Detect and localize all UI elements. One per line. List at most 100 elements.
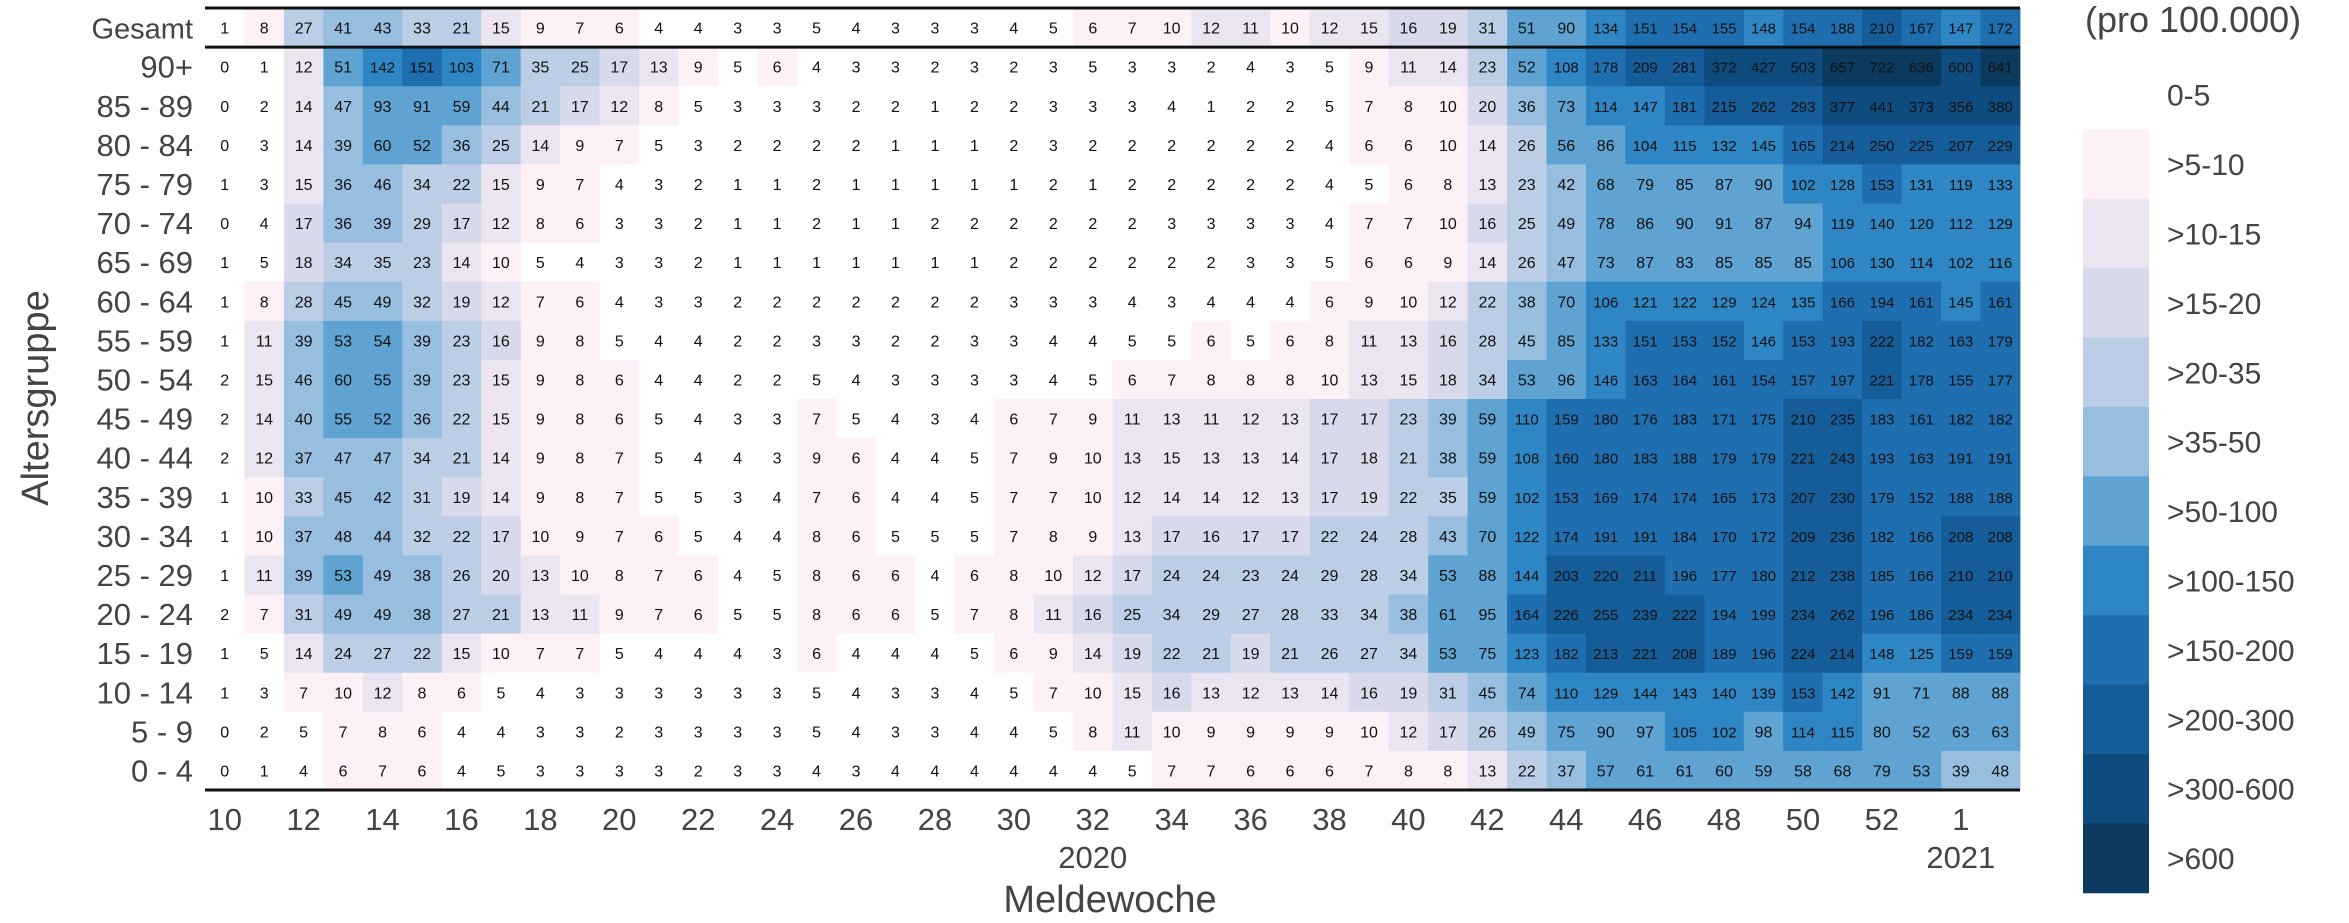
cell-value: 7 — [654, 568, 663, 585]
heatmap-cell — [1270, 672, 1311, 713]
heatmap-cell — [362, 281, 403, 322]
heatmap-cell — [244, 750, 285, 791]
cell-value: 9 — [536, 490, 545, 507]
heatmap-cell — [875, 359, 916, 400]
cell-value: 3 — [773, 685, 782, 702]
heatmap-cell — [1743, 359, 1784, 400]
heatmap-cell — [915, 281, 956, 322]
cell-value: 154 — [1790, 21, 1815, 38]
cell-value: 38 — [413, 607, 431, 624]
cell-value: 7 — [575, 21, 584, 38]
cell-value: 16 — [492, 333, 510, 350]
cell-value: 1 — [812, 255, 821, 272]
cell-value: 70 — [1557, 294, 1575, 311]
cell-value: 722 — [1869, 60, 1894, 77]
cell-value: 13 — [1163, 412, 1181, 429]
heatmap-cell — [1230, 359, 1271, 400]
heatmap-cell — [1980, 47, 2021, 87]
heatmap-cell — [1507, 8, 1547, 48]
cell-value: 12 — [492, 216, 510, 233]
cell-value: 10 — [1163, 21, 1181, 38]
cell-value: 8 — [575, 372, 584, 389]
heatmap-cell — [1467, 438, 1508, 478]
cell-value: 5 — [694, 99, 703, 116]
cell-value: 6 — [694, 607, 703, 624]
cell-value: 4 — [970, 685, 979, 702]
heatmap-cell — [1980, 516, 2021, 556]
cell-value: 3 — [773, 451, 782, 468]
cell-value: 163 — [1633, 372, 1658, 389]
heatmap-cell — [1467, 164, 1508, 204]
heatmap-cell — [1980, 242, 2021, 283]
heatmap-cell — [1112, 359, 1153, 400]
cell-value: 59 — [453, 99, 471, 116]
cell-value: 281 — [1672, 60, 1697, 77]
cell-value: 209 — [1633, 60, 1658, 77]
cell-value: 7 — [615, 529, 624, 546]
cell-value: 9 — [536, 177, 545, 194]
cell-value: 13 — [531, 568, 549, 585]
legend-label: >5-10 — [2167, 149, 2245, 182]
heatmap-cell — [836, 164, 877, 204]
cell-value: 196 — [1672, 568, 1697, 585]
row-label: 10 - 14 — [96, 675, 193, 710]
heatmap-cell — [520, 164, 561, 204]
legend-label: >20-35 — [2167, 357, 2261, 390]
cell-value: 4 — [694, 21, 703, 38]
cell-value: 102 — [1790, 177, 1815, 194]
cell-value: 4 — [733, 646, 742, 663]
heatmap-cell — [1112, 399, 1153, 439]
cell-value: 9 — [1246, 724, 1255, 741]
heatmap-cell — [441, 86, 482, 126]
legend-swatch — [2083, 545, 2149, 616]
heatmap-cell — [1783, 203, 1824, 243]
cell-value: 3 — [694, 724, 703, 741]
heatmap-cell — [1546, 86, 1587, 126]
heatmap-cell — [1073, 399, 1113, 439]
heatmap-cell — [599, 281, 640, 322]
heatmap-cell — [1033, 125, 1074, 165]
cell-value: 181 — [1672, 99, 1697, 116]
cell-value: 1 — [260, 763, 269, 780]
heatmap-cell — [1349, 203, 1390, 243]
cell-value: 49 — [374, 294, 392, 311]
cell-value: 49 — [374, 568, 392, 585]
cell-value: 6 — [1009, 412, 1018, 429]
heatmap-cell — [1664, 633, 1705, 674]
heatmap-cell — [1980, 672, 2021, 713]
cell-value: 2 — [970, 294, 979, 311]
x-tick-label: 24 — [760, 802, 794, 837]
cell-value: 1 — [970, 177, 979, 194]
cell-value: 5 — [930, 529, 939, 546]
cell-value: 174 — [1554, 529, 1579, 546]
cell-value: 3 — [1009, 372, 1018, 389]
cell-value: 8 — [1443, 763, 1452, 780]
heatmap-cell — [1507, 164, 1547, 204]
heatmap-cell — [1033, 359, 1074, 400]
heatmap-cell — [323, 438, 364, 478]
cell-value: 3 — [1167, 60, 1176, 77]
cell-value: 4 — [1009, 21, 1018, 38]
cell-value: 4 — [457, 763, 466, 780]
heatmap-cell — [757, 633, 798, 674]
cell-value: 229 — [1988, 138, 2013, 155]
heatmap-cell — [1507, 516, 1547, 556]
heatmap-cell — [1941, 125, 1981, 165]
heatmap-cell — [1664, 594, 1705, 634]
cell-value: 6 — [1128, 372, 1137, 389]
heatmap-cell — [441, 594, 482, 634]
cell-value: 3 — [575, 724, 584, 741]
heatmap-cell — [1033, 320, 1074, 361]
heatmap-cell — [796, 320, 837, 361]
cell-value: 25 — [1518, 216, 1536, 233]
cell-value: 17 — [295, 216, 313, 233]
cell-value: 5 — [694, 490, 703, 507]
heatmap-cell — [283, 555, 324, 595]
cell-value: 28 — [1281, 607, 1299, 624]
cell-value: 5 — [260, 255, 269, 272]
heatmap-cell — [915, 320, 956, 361]
heatmap-cell — [1191, 555, 1232, 595]
heatmap-cell — [323, 594, 364, 634]
heatmap-cell — [441, 125, 482, 165]
heatmap-cell — [678, 86, 719, 126]
